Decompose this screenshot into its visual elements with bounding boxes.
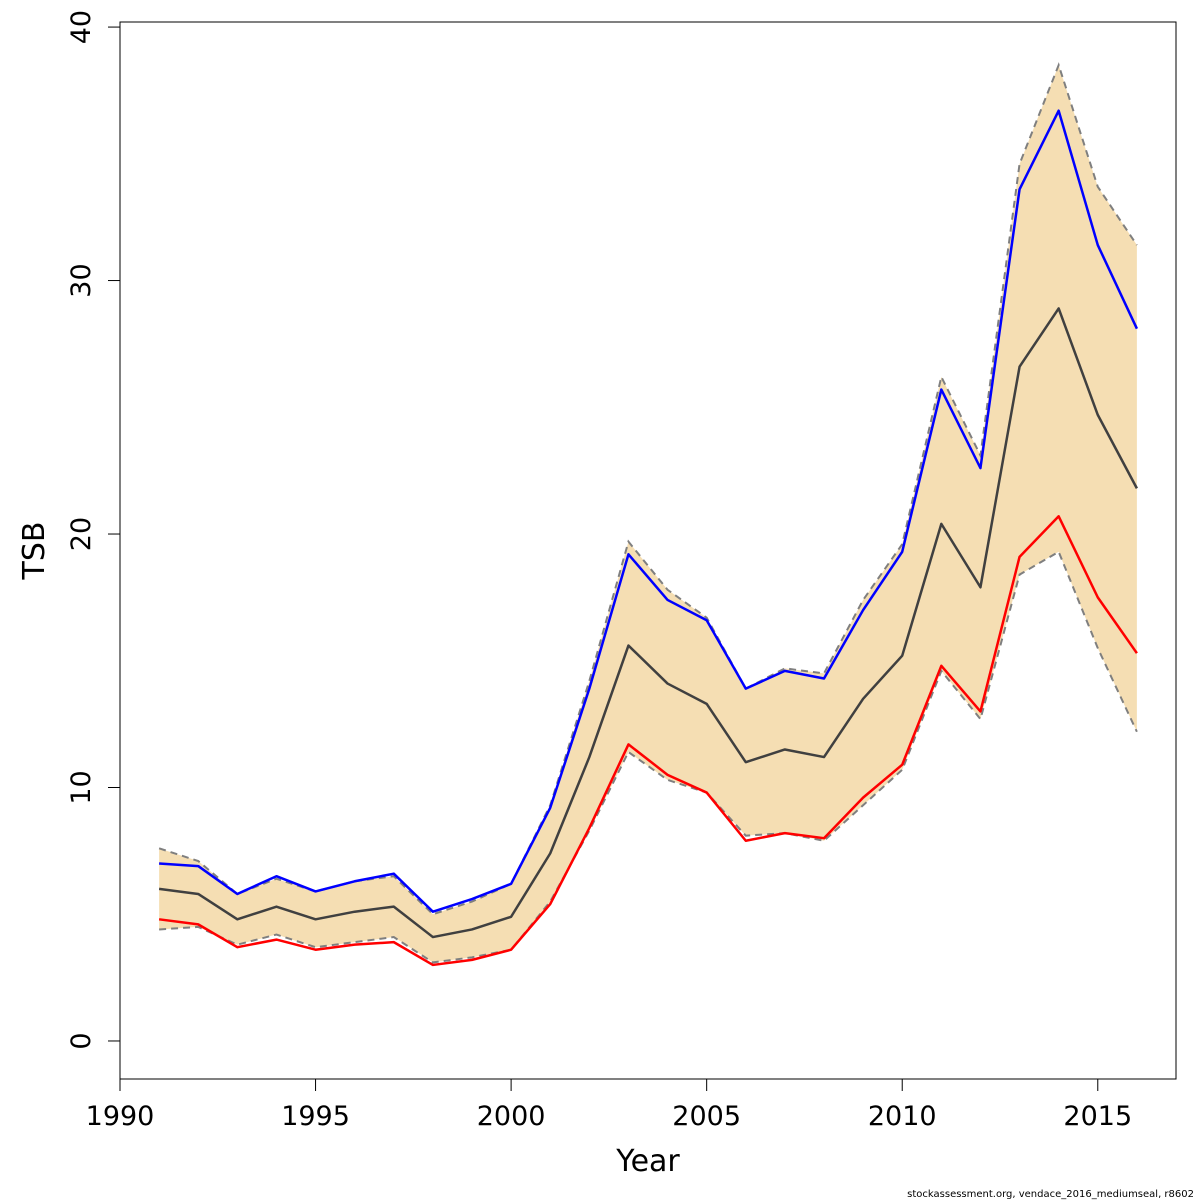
x-tick-label: 1995 — [281, 1101, 350, 1132]
x-tick-label: 2000 — [477, 1101, 546, 1132]
x-tick-label: 2010 — [868, 1101, 937, 1132]
series-line-lower — [158, 515, 1138, 967]
x-tick-label: 2015 — [1063, 1101, 1132, 1132]
x-tick-label: 2005 — [672, 1101, 741, 1132]
y-axis-title: TSB — [17, 522, 52, 581]
confidence-band — [159, 65, 1137, 963]
y-tick-label: 40 — [66, 10, 97, 44]
y-axis: 0 10 20 30 40 — [66, 10, 121, 1050]
series-layer — [158, 109, 1139, 967]
footer-note: stockassessment.org, vendace_2016_medium… — [907, 1189, 1194, 1200]
y-tick-label: 0 — [66, 1032, 97, 1049]
y-tick-label: 20 — [66, 517, 97, 551]
x-axis: 1990 1995 2000 2005 2010 2015 — [86, 1078, 1132, 1132]
x-tick-label: 1990 — [86, 1101, 155, 1132]
y-tick-label: 10 — [66, 770, 97, 804]
x-axis-title: Year — [615, 1144, 680, 1179]
series-line-estimate — [158, 307, 1138, 939]
band-lower-bound — [159, 550, 1138, 964]
series-line-upper — [159, 109, 1139, 913]
y-tick-label: 30 — [66, 263, 97, 297]
confidence-band-layer — [158, 62, 1138, 964]
